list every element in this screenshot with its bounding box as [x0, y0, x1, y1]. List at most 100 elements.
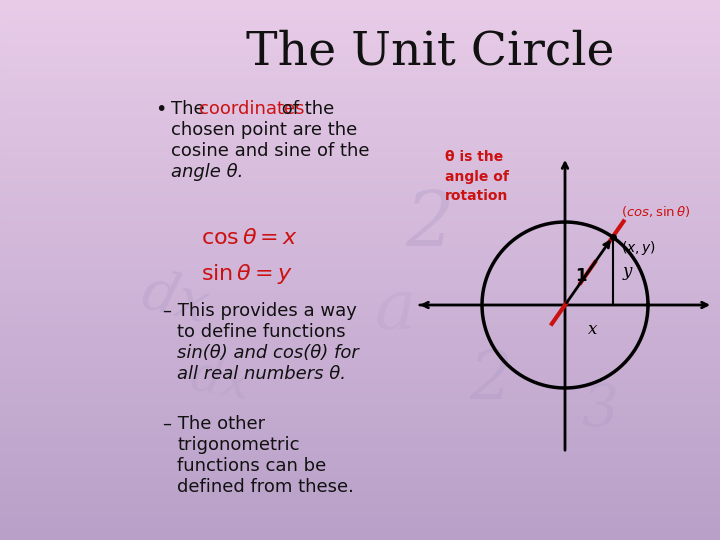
- Bar: [0, 249, 720, 250]
- Text: θ is the
angle of
rotation: θ is the angle of rotation: [445, 150, 509, 203]
- Bar: [0, 409, 720, 410]
- Bar: [0, 431, 720, 432]
- Bar: [0, 76, 720, 77]
- Bar: [0, 460, 720, 461]
- Bar: [0, 339, 720, 340]
- Bar: [0, 413, 720, 414]
- Bar: [0, 393, 720, 394]
- Bar: [0, 156, 720, 157]
- Bar: [0, 533, 720, 534]
- Bar: [0, 32, 720, 33]
- Bar: [0, 288, 720, 289]
- Bar: [0, 4, 720, 5]
- Bar: [0, 24, 720, 25]
- Bar: [0, 272, 720, 273]
- Bar: [0, 469, 720, 470]
- Bar: [0, 59, 720, 60]
- Bar: [0, 23, 720, 24]
- Bar: [0, 1, 720, 2]
- Bar: [0, 539, 720, 540]
- Bar: [0, 0, 720, 1]
- Bar: [0, 402, 720, 403]
- Bar: [0, 296, 720, 297]
- Bar: [0, 159, 720, 160]
- Bar: [0, 149, 720, 150]
- Bar: [0, 121, 720, 122]
- Bar: [0, 15, 720, 16]
- Bar: [0, 256, 720, 257]
- Text: 2: 2: [469, 347, 511, 413]
- Bar: [0, 212, 720, 213]
- Bar: [0, 110, 720, 111]
- Bar: [0, 21, 720, 22]
- Bar: [0, 73, 720, 74]
- Bar: [0, 412, 720, 413]
- Bar: [0, 16, 720, 17]
- Bar: [0, 55, 720, 56]
- Bar: [0, 386, 720, 387]
- Bar: [0, 130, 720, 131]
- Bar: [0, 245, 720, 246]
- Bar: [0, 183, 720, 184]
- Bar: [0, 448, 720, 449]
- Bar: [0, 12, 720, 13]
- Bar: [0, 144, 720, 145]
- Bar: [0, 381, 720, 382]
- Bar: [0, 9, 720, 10]
- Bar: [0, 220, 720, 221]
- Bar: [0, 230, 720, 231]
- Bar: [0, 41, 720, 42]
- Bar: [0, 261, 720, 262]
- Bar: [0, 301, 720, 302]
- Bar: [0, 195, 720, 196]
- Bar: [0, 80, 720, 81]
- Bar: [0, 38, 720, 39]
- Bar: [0, 37, 720, 38]
- Bar: [0, 399, 720, 400]
- Bar: [0, 33, 720, 34]
- Bar: [0, 530, 720, 531]
- Bar: [0, 134, 720, 135]
- Bar: [0, 464, 720, 465]
- Text: $\cos\theta = x$: $\cos\theta = x$: [201, 228, 298, 248]
- Bar: [0, 368, 720, 369]
- Bar: [0, 45, 720, 46]
- Bar: [0, 428, 720, 429]
- Bar: [0, 534, 720, 535]
- Bar: [0, 211, 720, 212]
- Bar: [0, 366, 720, 367]
- Bar: [0, 385, 720, 386]
- Bar: [0, 458, 720, 459]
- Bar: [0, 105, 720, 106]
- Bar: [0, 452, 720, 453]
- Bar: [0, 117, 720, 118]
- Bar: [0, 240, 720, 241]
- Bar: [0, 523, 720, 524]
- Bar: [0, 414, 720, 415]
- Bar: [0, 67, 720, 68]
- Bar: [0, 280, 720, 281]
- Bar: [0, 247, 720, 248]
- Bar: [0, 437, 720, 438]
- Bar: [0, 322, 720, 323]
- Bar: [0, 504, 720, 505]
- Bar: [0, 124, 720, 125]
- Bar: [0, 439, 720, 440]
- Bar: [0, 442, 720, 443]
- Bar: [0, 449, 720, 450]
- Bar: [0, 311, 720, 312]
- Text: trigonometric: trigonometric: [177, 436, 300, 454]
- Bar: [0, 137, 720, 138]
- Bar: [0, 49, 720, 50]
- Bar: [0, 408, 720, 409]
- Bar: [0, 453, 720, 454]
- Bar: [0, 229, 720, 230]
- Bar: [0, 351, 720, 352]
- Bar: [0, 476, 720, 477]
- Bar: [0, 491, 720, 492]
- Bar: [0, 163, 720, 164]
- Bar: [0, 518, 720, 519]
- Bar: [0, 487, 720, 488]
- Bar: [0, 338, 720, 339]
- Bar: [0, 376, 720, 377]
